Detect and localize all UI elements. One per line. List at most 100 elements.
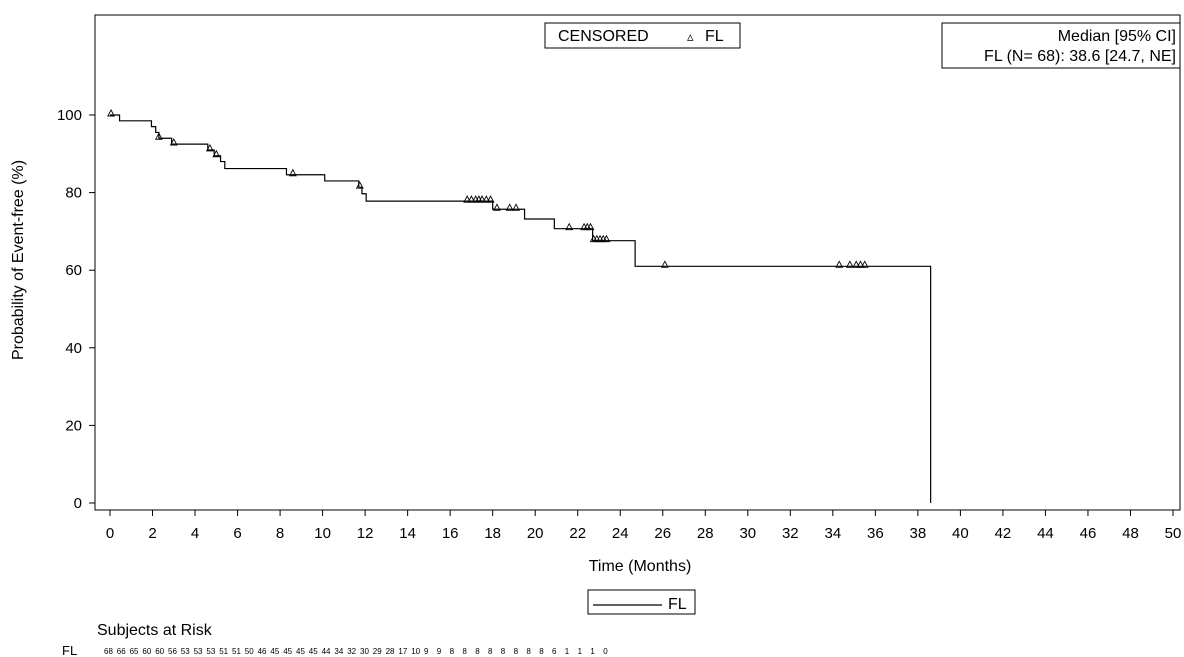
risk-value: 60 bbox=[155, 647, 164, 656]
risk-value: 56 bbox=[168, 647, 177, 656]
risk-table-values: 68 66 65 60 60 56 53 53 53 51 51 50 46 45 45 45 45 44 34 32… bbox=[104, 647, 608, 656]
x-tick-label: 12 bbox=[357, 525, 374, 542]
censor-legend-label: FL bbox=[705, 28, 724, 45]
censor-mark bbox=[212, 149, 221, 158]
x-axis-label: Time (Months) bbox=[589, 558, 692, 575]
censor-mark bbox=[478, 195, 487, 203]
x-tick-label: 16 bbox=[442, 525, 459, 542]
plot-frame bbox=[94, 14, 1181, 511]
censor-mark bbox=[463, 195, 472, 203]
x-tick-label: 0 bbox=[106, 525, 114, 542]
risk-value: 0 bbox=[603, 647, 608, 656]
y-tick-label: 20 bbox=[65, 417, 82, 434]
risk-value: 68 bbox=[104, 647, 113, 656]
risk-value: 8 bbox=[539, 647, 544, 656]
censor-mark bbox=[852, 260, 861, 268]
risk-value: 44 bbox=[322, 647, 331, 656]
censor-mark bbox=[205, 143, 214, 152]
censor-mark bbox=[355, 181, 364, 189]
censor-mark bbox=[835, 260, 844, 268]
risk-value: 9 bbox=[424, 647, 429, 656]
censor-legend-symbol: ▵ bbox=[687, 29, 694, 44]
censor-mark bbox=[512, 203, 521, 211]
x-tick-label: 48 bbox=[1122, 525, 1139, 542]
y-tick-label: 60 bbox=[65, 262, 82, 279]
risk-value: 50 bbox=[245, 647, 254, 656]
y-tick-label: 0 bbox=[74, 495, 82, 512]
censor-mark bbox=[492, 203, 501, 211]
risk-value: 53 bbox=[194, 647, 203, 656]
x-tick-label: 50 bbox=[1165, 525, 1182, 542]
x-tick-label: 26 bbox=[654, 525, 671, 542]
y-axis-label: Probability of Event-free (%) bbox=[10, 160, 27, 360]
risk-value: 8 bbox=[526, 647, 531, 656]
median-legend: Median [95% CI] FL (N= 68): 38.6 [24.7, … bbox=[941, 22, 1181, 69]
y-axis: 0 20 40 60 80 100 bbox=[57, 107, 95, 512]
risk-value: 66 bbox=[117, 647, 126, 656]
risk-value: 28 bbox=[386, 647, 395, 656]
risk-value: 60 bbox=[142, 647, 151, 656]
x-tick-label: 30 bbox=[739, 525, 756, 542]
line-legend: FL bbox=[587, 589, 696, 615]
censor-mark bbox=[482, 195, 491, 203]
risk-value: 6 bbox=[552, 647, 557, 656]
x-tick-label: 10 bbox=[314, 525, 331, 542]
censor-mark bbox=[169, 138, 178, 146]
censor-mark bbox=[486, 195, 495, 203]
x-tick-label: 8 bbox=[276, 525, 284, 542]
x-tick-label: 32 bbox=[782, 525, 799, 542]
risk-value: 8 bbox=[514, 647, 519, 656]
risk-value: 8 bbox=[488, 647, 493, 656]
x-tick-label: 6 bbox=[233, 525, 241, 542]
risk-value: 8 bbox=[450, 647, 455, 656]
y-tick-label: 40 bbox=[65, 340, 82, 357]
km-series bbox=[110, 114, 932, 503]
x-tick-label: 34 bbox=[824, 525, 841, 542]
risk-value: 8 bbox=[501, 647, 506, 656]
x-axis: 0 2 4 6 8 10 12 14 16 18 20 22 24 26 28 30 32 34 36 38 40 42 4… bbox=[106, 510, 1182, 542]
censor-legend-box bbox=[544, 22, 741, 49]
x-tick-label: 40 bbox=[952, 525, 969, 542]
risk-value: 51 bbox=[219, 647, 228, 656]
x-tick-label: 2 bbox=[148, 525, 156, 542]
y-tick-label: 100 bbox=[57, 107, 82, 124]
x-tick-label: 14 bbox=[399, 525, 416, 542]
censor-mark bbox=[505, 203, 514, 211]
risk-value: 45 bbox=[309, 647, 318, 656]
line-legend-box bbox=[587, 589, 696, 615]
risk-value: 1 bbox=[590, 647, 595, 656]
risk-value: 45 bbox=[270, 647, 279, 656]
risk-value: 30 bbox=[360, 647, 369, 656]
x-tick-label: 36 bbox=[867, 525, 884, 542]
risk-value: 8 bbox=[475, 647, 480, 656]
risk-value: 29 bbox=[373, 647, 382, 656]
x-tick-label: 22 bbox=[569, 525, 586, 542]
risk-value: 53 bbox=[206, 647, 215, 656]
censor-mark bbox=[288, 168, 297, 177]
risk-table-row-label: FL bbox=[62, 643, 77, 657]
risk-value: 17 bbox=[398, 647, 407, 656]
censor-legend: CENSORED ▵ FL bbox=[544, 22, 741, 49]
x-tick-label: 42 bbox=[995, 525, 1012, 542]
risk-value: 65 bbox=[130, 647, 139, 656]
x-tick-label: 46 bbox=[1080, 525, 1097, 542]
median-text: FL (N= 68): 38.6 [24.7, NE] bbox=[984, 48, 1176, 65]
x-tick-label: 20 bbox=[527, 525, 544, 542]
x-tick-label: 18 bbox=[484, 525, 501, 542]
risk-table-title: Subjects at Risk bbox=[97, 622, 213, 639]
median-box bbox=[941, 22, 1181, 69]
risk-value: 45 bbox=[283, 647, 292, 656]
censor-mark bbox=[856, 260, 865, 268]
risk-value: 8 bbox=[462, 647, 467, 656]
censor-mark bbox=[845, 260, 854, 268]
risk-value: 34 bbox=[334, 647, 343, 656]
km-step-line bbox=[110, 114, 932, 503]
risk-value: 10 bbox=[411, 647, 420, 656]
censor-mark bbox=[107, 109, 116, 117]
risk-value: 53 bbox=[181, 647, 190, 656]
risk-value: 46 bbox=[258, 647, 267, 656]
x-tick-label: 44 bbox=[1037, 525, 1054, 542]
censor-marks bbox=[107, 109, 869, 268]
risk-value: 1 bbox=[565, 647, 570, 656]
x-tick-label: 28 bbox=[697, 525, 714, 542]
